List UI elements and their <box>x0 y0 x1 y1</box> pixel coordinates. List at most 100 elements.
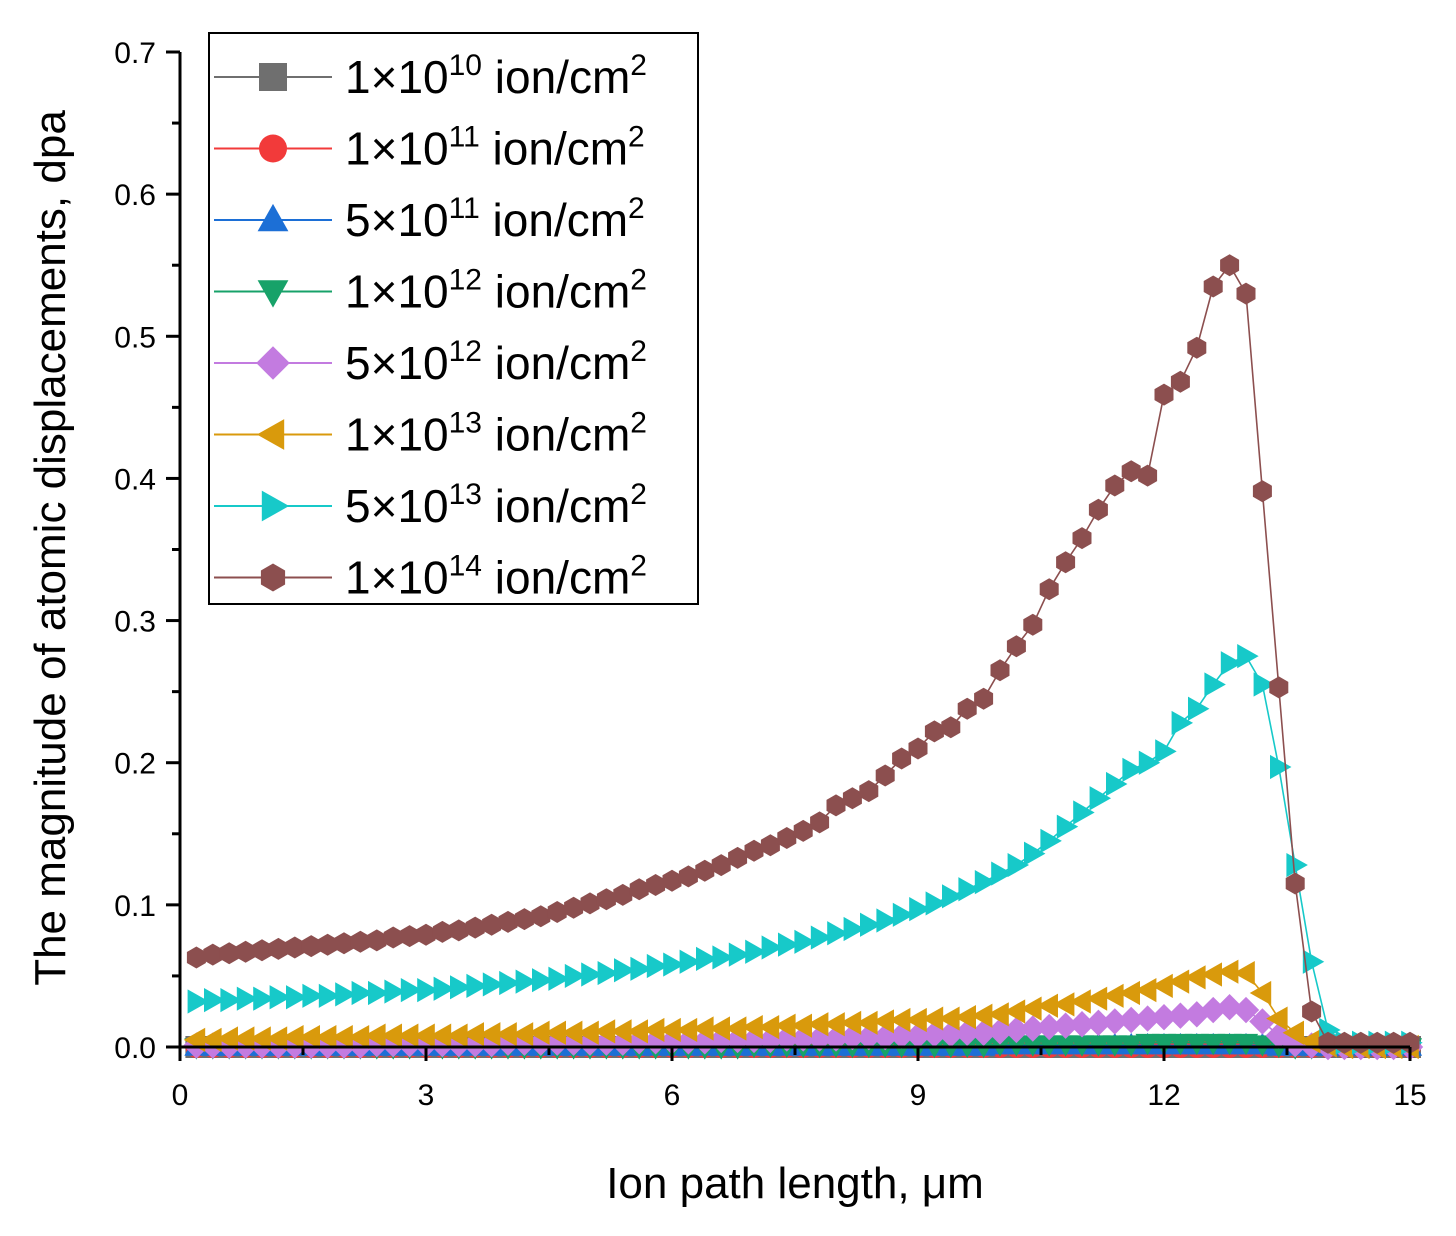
data-point <box>1233 1033 1259 1056</box>
y-tick-label: 0.7 <box>114 37 156 70</box>
x-tick-label: 6 <box>664 1079 681 1112</box>
data-point <box>778 932 800 957</box>
data-point <box>692 1016 714 1041</box>
data-point <box>249 1026 271 1051</box>
data-point <box>269 985 292 1010</box>
y-tick-label: 0.4 <box>114 463 156 496</box>
legend-label: 1×1010 ion/cm2 <box>345 49 647 103</box>
data-point <box>1121 460 1141 483</box>
data-point <box>1220 254 1240 277</box>
data-point <box>450 975 472 1000</box>
data-point <box>1089 786 1112 811</box>
data-point <box>724 1026 751 1054</box>
data-point <box>626 1019 648 1044</box>
data-point <box>663 952 685 977</box>
data-point <box>1167 1002 1194 1029</box>
data-point <box>417 978 439 1003</box>
data-point <box>1200 996 1227 1024</box>
y-tick-label: 0.2 <box>114 748 156 781</box>
data-point <box>1036 1013 1063 1041</box>
data-point <box>1003 999 1026 1024</box>
data-point <box>646 874 666 896</box>
data-point <box>282 1024 304 1050</box>
data-point <box>1249 1008 1276 1035</box>
data-point <box>790 1025 817 1052</box>
axes-layer: 0 3 6 9 12 15 0.0 0.1 0.2 0.3 0.4 0.5 0.6 0.7 <box>114 37 1426 1112</box>
data-point <box>1019 1015 1046 1042</box>
data-point <box>1052 1012 1079 1039</box>
data-point <box>1170 370 1190 393</box>
legend-box <box>208 32 699 605</box>
data-point <box>368 980 390 1006</box>
y-tick-label: 0.1 <box>114 890 156 923</box>
data-point <box>991 861 1013 886</box>
data-point <box>1135 1033 1160 1056</box>
legend-marker <box>260 563 286 592</box>
data-point <box>1088 498 1108 521</box>
data-point <box>679 949 702 974</box>
data-point <box>1101 1008 1128 1035</box>
data-point <box>744 839 764 862</box>
data-point <box>708 1026 735 1054</box>
data-point <box>876 908 898 933</box>
data-point <box>925 891 948 916</box>
data-point <box>892 747 912 770</box>
data-point <box>331 1024 353 1050</box>
data-point <box>630 956 652 981</box>
data-point <box>1085 1009 1112 1037</box>
x-tick-label: 15 <box>1393 1079 1426 1112</box>
legend-item: 5×1012 ion/cm2 <box>214 335 647 389</box>
data-point <box>581 962 603 987</box>
data-point <box>1134 1005 1161 1032</box>
legend: 1×1010 ion/cm2 1×1011 ion/cm2 5×1011 ion/c… <box>208 32 699 605</box>
y-tick-label: 0.6 <box>114 179 156 212</box>
data-point <box>1167 969 1190 994</box>
data-point <box>1249 980 1272 1006</box>
data-point <box>466 973 488 998</box>
data-point <box>1118 1006 1145 1034</box>
data-point <box>614 958 636 983</box>
legend-item: 5×1013 ion/cm2 <box>214 478 647 532</box>
legend-item: 1×1011 ion/cm2 <box>214 121 645 175</box>
data-point <box>544 1020 566 1045</box>
data-point <box>888 1007 911 1033</box>
data-point <box>757 1015 780 1040</box>
data-point <box>432 920 452 943</box>
data-point <box>1302 949 1325 974</box>
data-point <box>560 1020 583 1045</box>
data-point <box>642 1017 665 1043</box>
data-point <box>1188 696 1210 721</box>
data-point <box>941 716 961 739</box>
data-point <box>793 819 813 842</box>
legend-marker <box>256 419 285 450</box>
legend-item: 1×1012 ion/cm2 <box>214 264 647 318</box>
data-point <box>465 916 485 939</box>
data-point <box>1200 962 1222 987</box>
data-point <box>777 827 797 849</box>
data-point <box>384 979 406 1004</box>
data-point <box>1040 828 1062 853</box>
data-point <box>1253 672 1276 697</box>
data-point <box>626 1028 653 1055</box>
data-point <box>938 1006 960 1031</box>
data-point <box>823 1012 845 1037</box>
data-point <box>1232 996 1260 1024</box>
legend-item: 1×1014 ion/cm2 <box>214 550 647 604</box>
data-point <box>1155 739 1177 764</box>
data-point <box>1282 1020 1304 1045</box>
data-point <box>499 970 521 996</box>
data-point <box>383 926 403 949</box>
data-point <box>1285 872 1305 895</box>
legend-label: 1×1012 ion/cm2 <box>345 264 647 318</box>
data-point <box>204 987 226 1013</box>
data-point <box>511 1022 534 1047</box>
data-point <box>514 908 534 931</box>
data-point <box>547 901 567 923</box>
data-point <box>629 878 649 901</box>
data-point <box>1024 841 1046 866</box>
data-point <box>892 902 915 927</box>
legend-marker <box>261 490 290 522</box>
data-point <box>548 966 570 991</box>
